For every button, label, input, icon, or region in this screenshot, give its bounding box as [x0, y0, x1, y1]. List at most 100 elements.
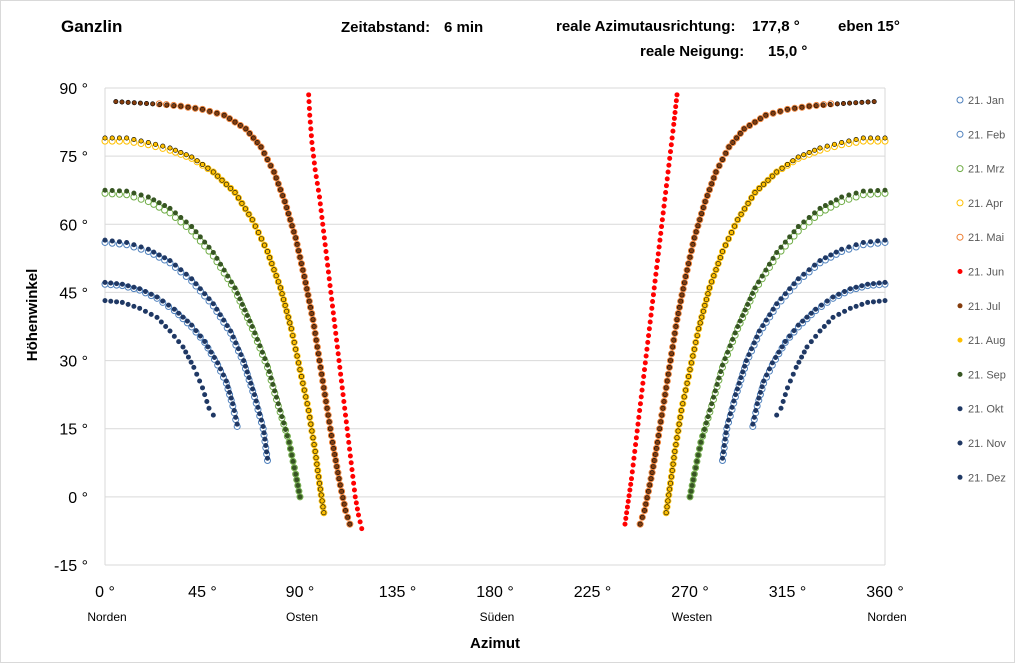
data-point — [782, 239, 788, 245]
data-point — [801, 219, 807, 225]
data-point — [321, 228, 327, 234]
data-point — [859, 99, 865, 105]
data-point — [264, 362, 270, 368]
data-point — [329, 439, 335, 445]
data-point — [693, 229, 699, 235]
data-point — [669, 351, 675, 357]
data-point — [271, 267, 277, 273]
data-point — [154, 294, 160, 300]
data-point — [307, 414, 313, 420]
data-point — [637, 408, 643, 414]
data-point — [334, 464, 340, 470]
data-point — [261, 150, 267, 156]
data-point — [653, 445, 659, 451]
data-point — [154, 314, 160, 320]
data-point — [698, 439, 704, 445]
data-point — [206, 244, 212, 250]
data-point — [687, 254, 693, 260]
data-point — [763, 112, 769, 118]
data-point — [824, 143, 830, 149]
data-point — [847, 305, 853, 311]
data-point — [812, 210, 818, 216]
data-point — [846, 192, 852, 198]
data-point — [695, 223, 701, 229]
data-point — [650, 299, 656, 305]
data-point — [210, 301, 216, 307]
data-point — [304, 286, 310, 292]
data-point — [232, 119, 238, 125]
data-point — [298, 373, 304, 379]
data-point — [792, 105, 798, 111]
data-point — [756, 395, 762, 401]
data-point — [868, 188, 874, 194]
data-point — [882, 237, 888, 243]
data-point — [325, 412, 331, 418]
data-point — [686, 261, 692, 267]
data-point — [719, 455, 725, 461]
data-point — [642, 360, 648, 366]
data-point — [658, 419, 664, 425]
data-point — [727, 411, 733, 417]
data-point — [214, 255, 220, 261]
data-point — [677, 414, 683, 420]
data-point — [309, 311, 315, 317]
data-point — [266, 369, 272, 375]
data-point — [653, 271, 659, 277]
data-point — [747, 296, 753, 302]
data-point — [264, 455, 270, 461]
data-point — [215, 360, 221, 366]
data-point — [813, 306, 819, 312]
data-point — [784, 385, 790, 391]
data-point — [301, 274, 307, 280]
data-point — [340, 495, 346, 501]
data-point — [664, 504, 670, 510]
data-point — [305, 292, 311, 298]
data-point — [723, 430, 729, 436]
data-point — [131, 136, 137, 142]
data-point — [737, 130, 743, 136]
data-point — [842, 289, 848, 295]
data-point — [702, 199, 708, 205]
data-point — [752, 189, 758, 195]
data-point — [808, 310, 814, 316]
data-point — [185, 354, 191, 360]
data-point — [774, 301, 780, 307]
data-point — [180, 314, 186, 320]
data-point — [254, 336, 260, 342]
data-point — [273, 273, 279, 279]
data-point — [300, 267, 306, 273]
data-point — [131, 190, 137, 196]
legend-marker — [957, 303, 963, 309]
data-point — [732, 392, 738, 398]
data-point — [636, 414, 642, 420]
data-point — [694, 333, 700, 339]
data-point — [746, 352, 752, 358]
data-point — [641, 507, 647, 513]
data-point — [751, 414, 757, 420]
data-point — [228, 185, 234, 191]
data-point — [686, 373, 692, 379]
data-point — [332, 323, 338, 329]
data-point — [648, 476, 654, 482]
data-point — [670, 344, 676, 350]
data-point — [676, 304, 682, 310]
data-point — [220, 372, 226, 378]
data-point — [160, 143, 166, 149]
data-point — [695, 452, 701, 458]
data-point — [239, 200, 245, 206]
data-point — [713, 169, 719, 175]
data-point — [210, 412, 216, 418]
data-point — [260, 423, 266, 429]
data-point — [218, 366, 224, 372]
data-point — [150, 101, 156, 107]
data-point — [650, 464, 656, 470]
data-point — [355, 512, 361, 518]
data-point — [224, 323, 230, 329]
data-point — [328, 289, 334, 295]
data-point — [296, 248, 302, 254]
legend-label: 21. Jun — [968, 267, 1004, 279]
data-point — [322, 242, 328, 248]
data-point — [333, 330, 339, 336]
data-point — [310, 317, 316, 323]
data-point — [184, 318, 190, 324]
